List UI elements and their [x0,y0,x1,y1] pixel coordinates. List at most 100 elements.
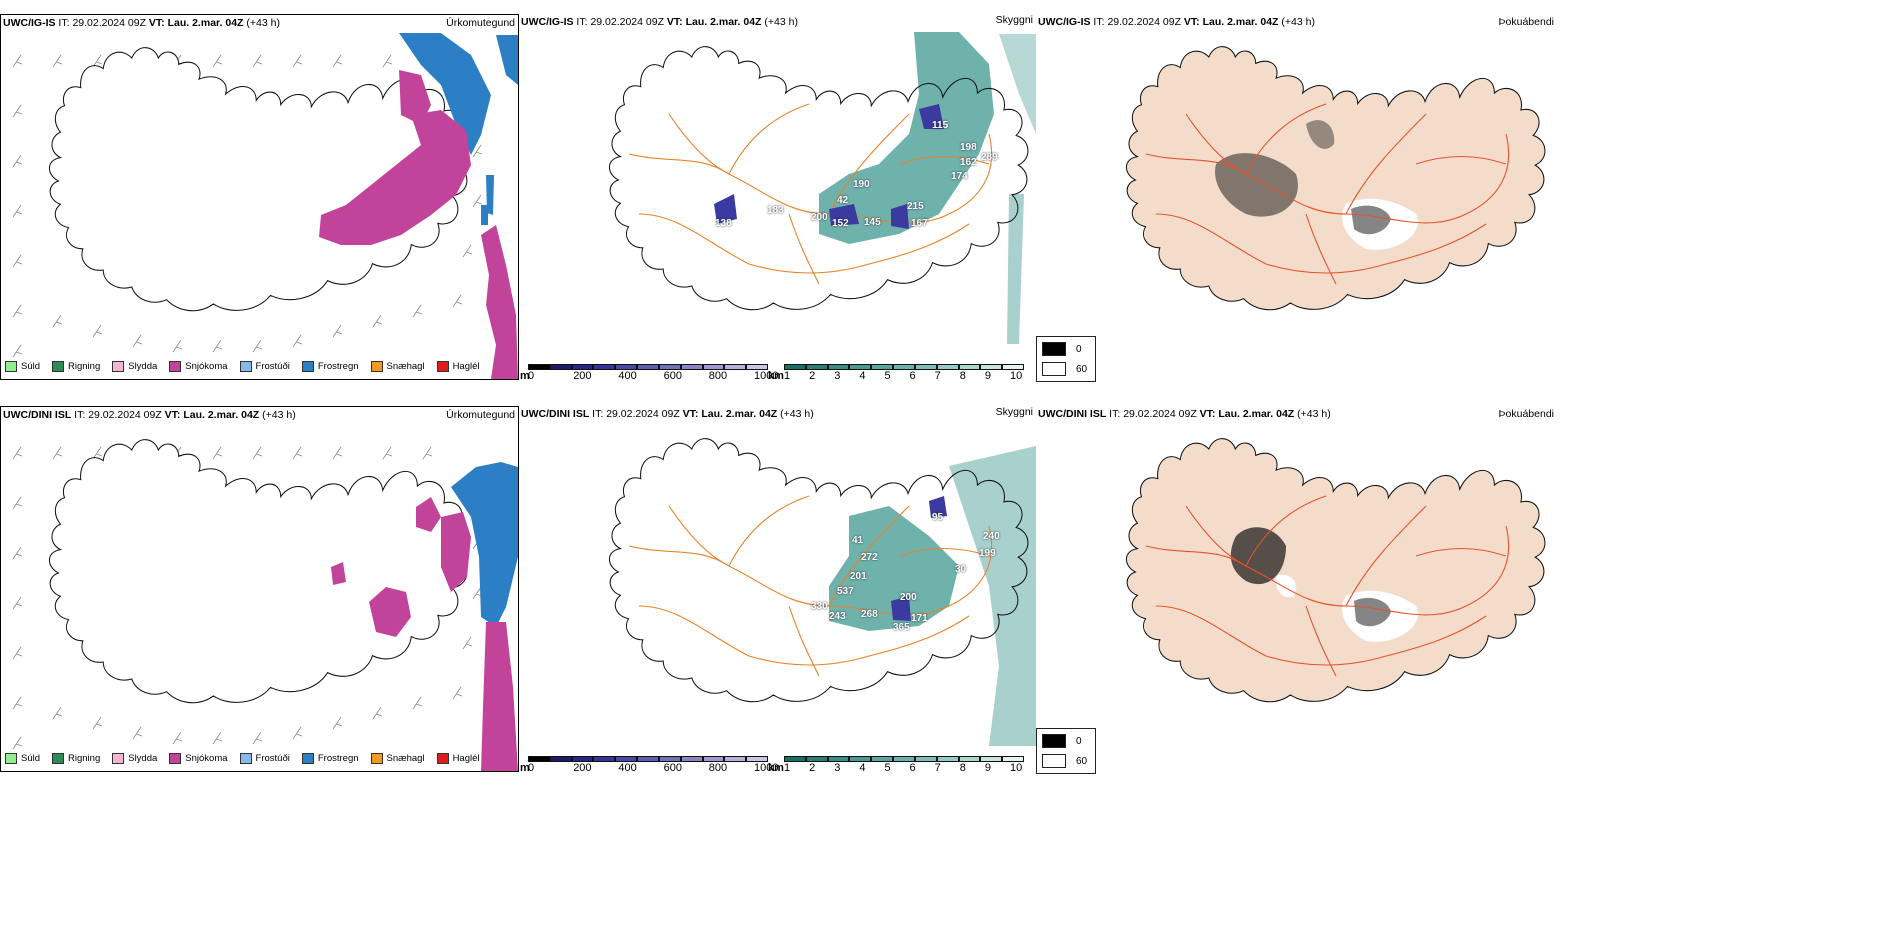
scale-tick-label: 1000 [754,370,779,382]
ceiling-label: 171 [911,613,928,624]
scale-tick-label: 4 [859,762,866,774]
legend-item: Frostregn [301,361,359,372]
scale-segment [593,756,616,762]
ceiling-label: 330 [811,601,828,612]
legend-swatch [52,361,65,372]
ceiling-label: 138 [715,218,732,229]
scale-segment [893,364,915,370]
legend-swatch [370,753,383,764]
scale-segment [680,364,703,370]
ceiling-area [714,104,944,229]
scale-segment [827,364,850,370]
scale-segment [549,364,572,370]
scale-tick-label: 3 [834,370,841,382]
scale-segment [680,756,703,762]
panel-title: UWC/DINI ISL IT: 29.02.2024 09Z VT: Lau.… [1038,408,1331,420]
legend-swatch [1042,342,1066,356]
scale-segment [827,756,850,762]
scale-segment [893,756,915,762]
legend-item: Haglél [436,361,480,372]
cloud-base-scale: m 0 200 400 600 800 1000 [520,364,780,384]
scale-segment [724,756,747,762]
scale-segment [914,364,937,370]
scale-tick-label: 10 [1010,762,1023,774]
field-label: Úrkomutegund [446,17,515,29]
scale-segment [849,756,872,762]
scale-tick-label: 200 [573,762,592,774]
ceiling-label: 365 [893,622,910,633]
legend-item: Haglél [436,753,480,764]
scale-segment [528,364,550,370]
field-label: Úrkomutegund [446,409,515,421]
legend-item: Rigning [52,753,100,764]
legend-swatch [112,361,125,372]
scale-unit: m [520,762,530,774]
field-label: Skyggni [995,14,1033,26]
scale-tick-label: 3 [834,762,841,774]
fog-dark-areas [1230,527,1418,642]
cloud-base-scale: m 0 200 400 600 800 1000 [520,756,780,776]
legend-item: Frostregn [301,753,359,764]
scale-segment [784,364,806,370]
ceiling-label: 272 [861,552,878,563]
scale-segment [593,364,616,370]
legend-swatch [301,753,314,764]
scale-segment [658,364,681,370]
legend-swatch [1042,362,1066,376]
legend-item: Snæhagl [370,753,425,764]
legend-swatch [436,753,449,764]
legend-item: Rigning [52,361,100,372]
scale-segment [784,756,806,762]
scale-segment [549,756,572,762]
ceiling-label: 115 [932,120,949,131]
frz-rain-area [399,33,518,225]
legend-item: Snjókoma [169,361,228,372]
scale-segment [637,756,659,762]
cloud-map [608,32,1036,344]
scale-tick-label: 4 [859,370,866,382]
legend-swatch [301,361,314,372]
field-label: Þokuábendi [1498,408,1554,420]
scale-unit: km [768,762,784,774]
precip-map [12,439,518,771]
scale-segment [746,756,768,762]
ceiling-label: 199 [979,548,996,559]
ceiling-labels: 115 198 162 289 174 190 42 215 200 152 145 167 183 13… [519,14,1036,354]
ceiling-label: 30 [955,564,967,575]
ceiling-label: 145 [864,217,881,228]
scale-segment [936,364,959,370]
scale-tick-label: 0 [528,370,535,382]
ceiling-area [891,496,947,621]
scale-segment [702,756,725,762]
scale-segment [871,364,894,370]
panel-precip-dini: UWC/DINI ISL IT: 29.02.2024 09Z VT: Lau.… [0,406,519,772]
ceiling-label: 152 [832,218,849,229]
frz-rain-area [451,462,518,627]
ceiling-labels: 95 240 199 30 41 272 201 537 200 330 243 268 171 365 [519,406,1036,746]
legend-swatch [169,753,182,764]
legend-swatch [239,361,252,372]
scale-segment [571,756,594,762]
fog-legend: 0 60 [1036,336,1096,382]
scale-tick-label: 8 [959,370,966,382]
ceiling-label: 537 [837,586,854,597]
field-label: Þokuábendi [1498,16,1554,28]
panel-cloud-dini: UWC/DINI ISL IT: 29.02.2024 09Z VT: Lau.… [519,406,1036,772]
legend-swatch [436,361,449,372]
ceiling-label: 200 [900,592,917,603]
scale-tick-label: 1 [784,762,791,774]
fog-map [1125,438,1546,703]
legend-swatch [5,753,17,764]
fog-map [1125,46,1546,311]
ceiling-label: 200 [811,212,828,223]
legend-swatch [169,361,182,372]
scale-segment [914,756,937,762]
scale-unit: km [768,370,784,382]
ceiling-label: 215 [907,201,924,212]
visibility-scale: km 1 2 3 4 5 6 7 8 9 10 [768,364,1034,384]
scale-tick-label: 800 [708,762,728,774]
scale-tick-label: 400 [618,762,637,774]
legend-swatch [1042,734,1066,748]
scale-tick-label: 0 [528,762,535,774]
scale-tick-label: 5 [884,762,891,774]
